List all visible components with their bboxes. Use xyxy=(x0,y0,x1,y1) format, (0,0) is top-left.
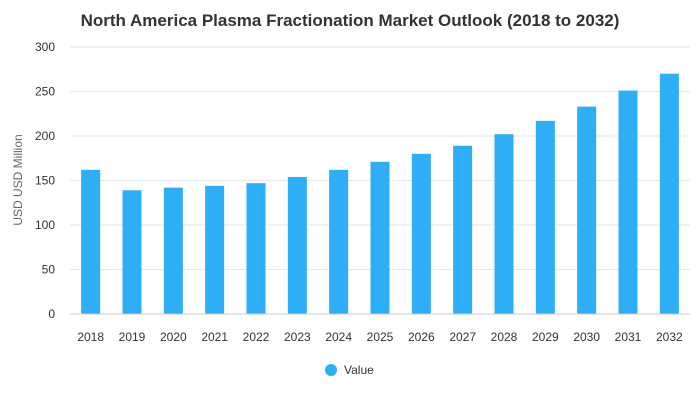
x-tick-label: 2018 xyxy=(77,330,104,344)
x-tick-label: 2022 xyxy=(243,330,270,344)
bar-2021[interactable] xyxy=(205,185,225,314)
x-tick-label: 2025 xyxy=(367,330,394,344)
y-tick-label: 200 xyxy=(35,129,55,143)
x-tick-label: 2029 xyxy=(532,330,559,344)
x-tick-label: 2026 xyxy=(408,330,435,344)
x-tick-label: 2023 xyxy=(284,330,311,344)
bar-2031[interactable] xyxy=(618,90,638,314)
bar-2026[interactable] xyxy=(411,153,431,314)
y-axis-ticks: 0 50 100 150 200 250 300 xyxy=(35,40,55,321)
x-tick-label: 2032 xyxy=(656,330,683,344)
bar-2024[interactable] xyxy=(329,169,349,314)
bar-2025[interactable] xyxy=(370,161,390,314)
x-tick-label: 2027 xyxy=(449,330,476,344)
bars xyxy=(81,73,679,315)
bar-2028[interactable] xyxy=(494,134,514,314)
y-tick-label: 150 xyxy=(35,174,55,188)
x-tick-label: 2030 xyxy=(573,330,600,344)
bar-2022[interactable] xyxy=(246,183,266,314)
bar-2032[interactable] xyxy=(659,73,679,314)
x-tick-label: 2024 xyxy=(325,330,352,344)
x-axis-ticks: 2018 2019 2020 2021 2022 2023 2024 2025 2026 2027… xyxy=(77,330,683,344)
bar-2018[interactable] xyxy=(81,169,101,314)
bar-2020[interactable] xyxy=(163,187,183,314)
x-tick-label: 2020 xyxy=(160,330,187,344)
bar-2027[interactable] xyxy=(453,145,473,314)
bar-2030[interactable] xyxy=(577,106,597,314)
y-tick-label: 0 xyxy=(48,307,55,321)
bar-2023[interactable] xyxy=(287,176,307,314)
bar-2029[interactable] xyxy=(535,120,555,315)
y-axis-title: USD USD Million xyxy=(11,134,25,225)
x-tick-label: 2028 xyxy=(491,330,518,344)
y-tick-label: 250 xyxy=(35,85,55,99)
y-tick-label: 300 xyxy=(35,40,55,54)
x-tick-label: 2031 xyxy=(615,330,642,344)
y-tick-label: 50 xyxy=(42,263,56,277)
y-tick-label: 100 xyxy=(35,218,55,232)
legend-label[interactable]: Value xyxy=(344,363,374,377)
bar-2019[interactable] xyxy=(122,190,142,314)
legend-marker[interactable] xyxy=(325,364,337,376)
legend[interactable]: Value xyxy=(325,363,374,377)
x-tick-label: 2019 xyxy=(119,330,146,344)
x-tick-label: 2021 xyxy=(201,330,228,344)
chart-title: North America Plasma Fractionation Marke… xyxy=(81,11,620,30)
